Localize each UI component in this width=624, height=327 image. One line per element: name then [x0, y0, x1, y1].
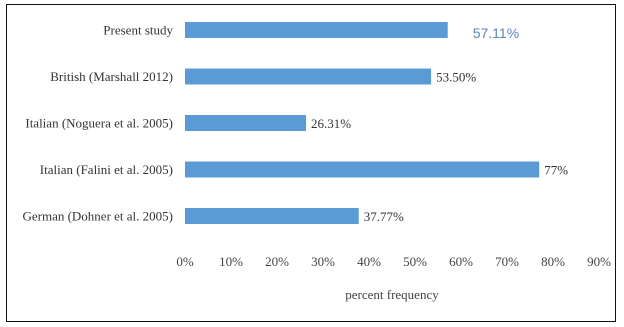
x-tick-label-8: 80% — [541, 254, 565, 269]
data-labels-group: 57.11% 53.50% 26.31% 77% 37.77% — [311, 25, 568, 224]
x-tick-label-2: 20% — [265, 254, 289, 269]
category-label-1: British (Marshall 2012) — [50, 69, 173, 84]
category-labels-group: Present study British (Marshall 2012) Ital… — [22, 23, 173, 224]
x-tick-label-6: 60% — [449, 254, 473, 269]
category-label-4: German (Dohner et al. 2005) — [22, 209, 173, 224]
x-tick-label-0: 0% — [176, 254, 194, 269]
bars-group — [185, 22, 540, 224]
data-label-0: 57.11% — [473, 25, 519, 41]
data-label-3: 77% — [544, 163, 568, 178]
x-tick-label-7: 70% — [495, 254, 519, 269]
x-tick-labels-group: 0% 10% 20% 30% 40% 50% 60% 70% 80% 90% — [176, 254, 611, 269]
bar-3 — [185, 161, 540, 178]
x-axis-title: percent frequency — [345, 287, 439, 302]
bar-1 — [185, 68, 432, 85]
x-tick-label-3: 30% — [311, 254, 335, 269]
data-label-2: 26.31% — [311, 116, 351, 131]
x-tick-label-5: 50% — [403, 254, 427, 269]
x-tick-label-9: 90% — [587, 254, 611, 269]
category-label-3: Italian (Falini et al. 2005) — [40, 162, 173, 177]
bar-2 — [185, 115, 307, 131]
data-label-1: 53.50% — [436, 70, 476, 85]
bar-4 — [185, 208, 359, 224]
category-label-0: Present study — [103, 23, 173, 38]
bar-0 — [185, 22, 448, 38]
x-tick-label-1: 10% — [219, 254, 243, 269]
category-label-2: Italian (Noguera et al. 2005) — [25, 116, 173, 131]
data-label-4: 37.77% — [364, 209, 404, 224]
x-tick-label-4: 40% — [357, 254, 381, 269]
